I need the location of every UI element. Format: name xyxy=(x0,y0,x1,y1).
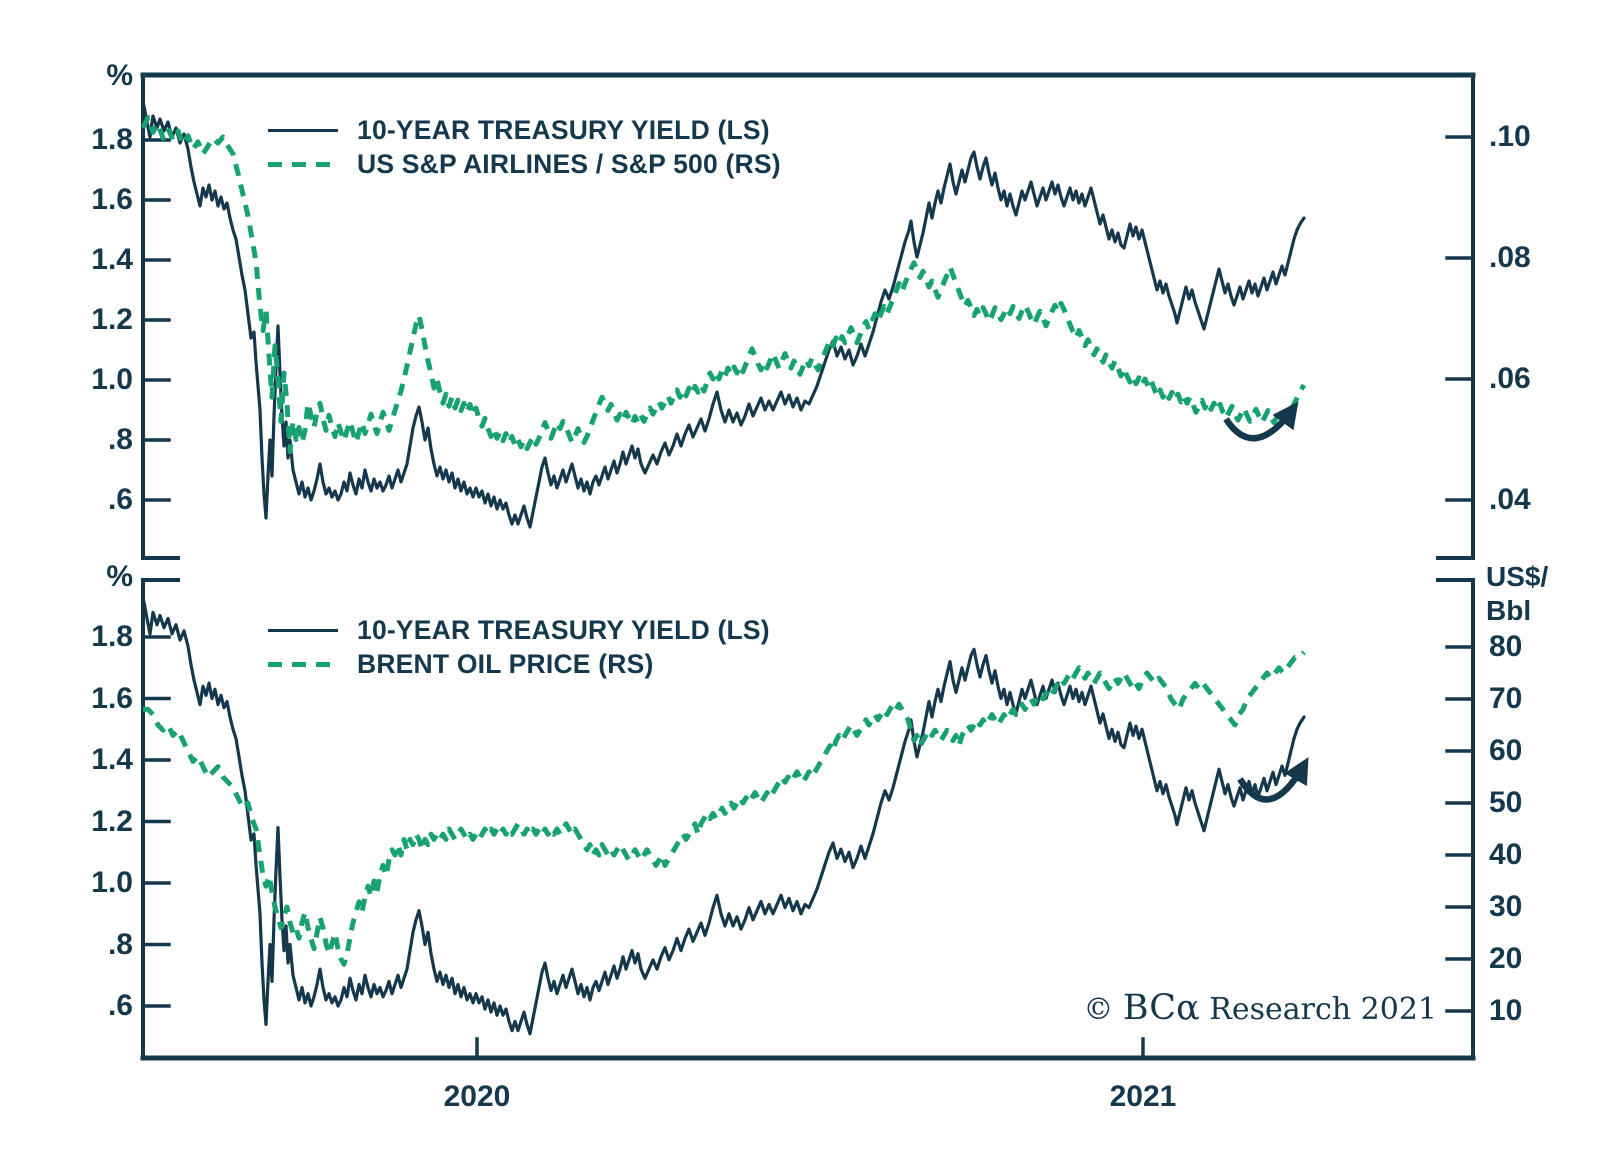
y-tick-label: 1.4 xyxy=(91,243,133,276)
us-s-p-airlines-s-p-500-rs--line xyxy=(140,115,1307,455)
y-tick-label: .04 xyxy=(1489,483,1531,516)
y-tick-label: 1.2 xyxy=(91,303,133,336)
solid-line-swatch xyxy=(268,628,338,632)
y-tick-label: 1.0 xyxy=(91,866,133,899)
legend-item-treasury: 10-YEAR TREASURY YIELD (LS) xyxy=(268,613,770,647)
y-tick-label: .08 xyxy=(1489,241,1531,274)
y-tick-label: 1.8 xyxy=(91,123,133,156)
copyright-symbol: © xyxy=(1083,992,1123,1027)
right-unit-line1: US$/ xyxy=(1486,561,1549,592)
y-tick-label: 1.0 xyxy=(91,363,133,396)
legend-top-panel: 10-YEAR TREASURY YIELD (LS) US S&P AIRLI… xyxy=(268,113,781,181)
y-tick-label: 70 xyxy=(1489,682,1523,715)
legend-label-airlines: US S&P AIRLINES / S&P 500 (RS) xyxy=(357,148,781,179)
dashed-line-swatch xyxy=(268,661,338,667)
y-tick-label: .8 xyxy=(107,927,133,961)
10-year-treasury-yield-ls--line xyxy=(141,99,1306,529)
y-tick-label: 1.6 xyxy=(91,681,133,715)
solid-line-swatch xyxy=(268,128,338,132)
y-tick-label: 30 xyxy=(1489,890,1523,923)
y-tick-label: 1.4 xyxy=(91,743,133,776)
y-tick-label: .6 xyxy=(107,483,133,516)
y-tick-label: .6 xyxy=(107,989,133,1022)
y-tick-label: 80 xyxy=(1489,630,1523,663)
y-tick-label: 20 xyxy=(1489,942,1523,975)
copyright-text: Research xyxy=(1199,992,1361,1027)
x-tick-label-2021: 2021 xyxy=(1109,1080,1177,1113)
x-tick-label-2020: 2020 xyxy=(443,1080,511,1113)
curved-arrow xyxy=(1237,757,1309,803)
legend-item-airlines: US S&P AIRLINES / S&P 500 (RS) xyxy=(268,147,781,181)
y-tick-label: .8 xyxy=(107,423,133,456)
y-tick-label: 50 xyxy=(1489,786,1523,819)
y-tick-label: .06 xyxy=(1489,362,1531,395)
y-tick-label: 1.2 xyxy=(91,804,133,838)
legend-bottom-panel: 10-YEAR TREASURY YIELD (LS) BRENT OIL PR… xyxy=(268,613,770,681)
legend-label-brent: BRENT OIL PRICE (RS) xyxy=(357,648,654,679)
y-tick-label: 40 xyxy=(1489,838,1523,871)
copyright-credit: © BCα Research 2021 xyxy=(1083,988,1437,1028)
curved-arrow xyxy=(1223,401,1299,442)
bottom-left-unit-label: % xyxy=(106,560,133,593)
y-tick-label: 1.6 xyxy=(91,183,133,216)
copyright-year: 2021 xyxy=(1360,992,1437,1027)
y-tick-label: 60 xyxy=(1489,734,1523,767)
y-tick-label: 10 xyxy=(1489,994,1523,1027)
right-unit-label: US$/ Bbl xyxy=(1486,560,1548,628)
right-unit-line2: Bbl xyxy=(1486,595,1532,626)
legend-label-treasury: 10-YEAR TREASURY YIELD (LS) xyxy=(357,114,770,145)
y-tick-label: .10 xyxy=(1489,120,1531,153)
top-left-unit-label: % xyxy=(106,59,133,92)
legend-item-brent: BRENT OIL PRICE (RS) xyxy=(268,647,770,681)
y-tick-label: 1.8 xyxy=(91,620,133,653)
bca-logo-text: BCα xyxy=(1122,988,1200,1028)
10-year-treasury-yield-ls--line xyxy=(141,595,1306,1036)
brent-oil-price-rs--line xyxy=(143,650,1306,967)
legend-label-treasury: 10-YEAR TREASURY YIELD (LS) xyxy=(357,614,770,645)
legend-item-treasury: 10-YEAR TREASURY YIELD (LS) xyxy=(268,113,781,147)
dashed-line-swatch xyxy=(268,161,338,167)
